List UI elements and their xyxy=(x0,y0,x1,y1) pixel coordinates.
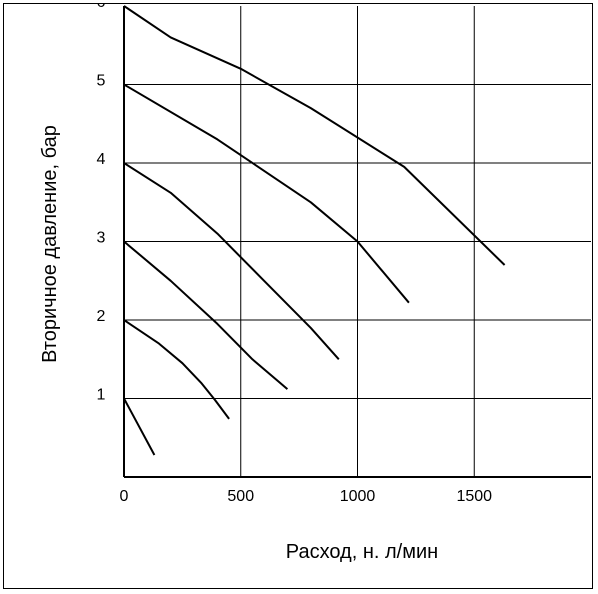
x-axis-label: Расход, н. л/мин xyxy=(286,541,438,563)
y-tick-label: 4 xyxy=(97,151,106,168)
series-lines xyxy=(123,5,506,456)
x-tick-labels: 0 500 1000 1500 xyxy=(120,488,493,505)
y-tick-label: 3 xyxy=(97,230,106,247)
y-tick-label: 1 xyxy=(97,387,106,404)
pressure-flow-chart: 0 500 1000 1500 1 2 3 4 5 6 Расход, н. л/мин Вто… xyxy=(39,0,591,563)
x-tick-label: 500 xyxy=(227,488,254,505)
y-tick-label: 5 xyxy=(97,73,106,90)
series-line-4 xyxy=(123,162,340,360)
chart-frame: 0 500 1000 1500 1 2 3 4 5 6 Расход, н. л/мин Вто… xyxy=(3,0,593,589)
series-line-5 xyxy=(123,83,410,304)
series-line-2 xyxy=(123,319,230,420)
y-tick-labels: 1 2 3 4 5 6 xyxy=(97,0,106,404)
series-line-6 xyxy=(123,5,506,266)
x-tick-label: 1000 xyxy=(340,488,376,505)
x-tick-label: 1500 xyxy=(456,488,492,505)
y-tick-label: 2 xyxy=(97,308,106,325)
y-axis-label: Вторичное давление, бар xyxy=(39,125,61,363)
x-tick-label: 0 xyxy=(120,488,129,505)
y-tick-label: 6 xyxy=(97,4,106,11)
series-line-1 xyxy=(123,398,156,456)
series-line-3 xyxy=(123,240,289,390)
